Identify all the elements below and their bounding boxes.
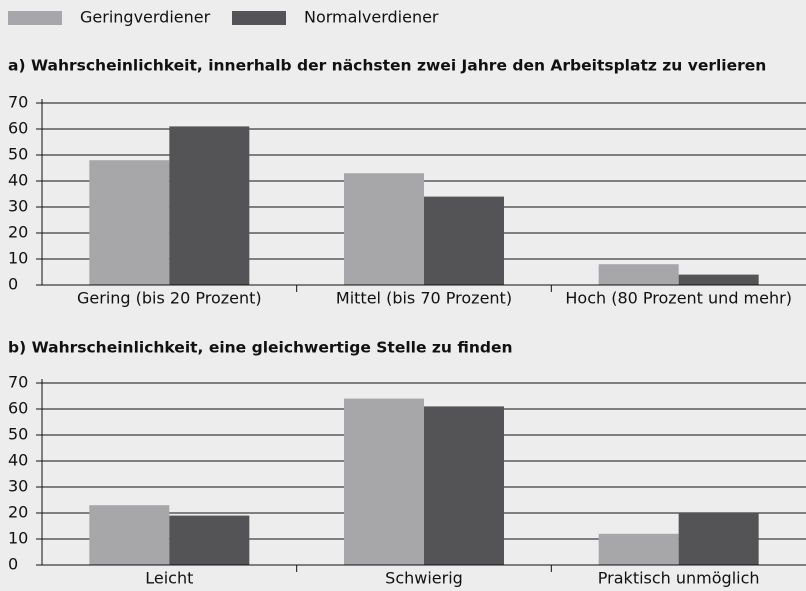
chart-title: b) Wahrscheinlichkeit, eine gleichwertig… (8, 339, 513, 357)
bar (678, 274, 759, 285)
y-tick-label: 10 (8, 249, 28, 268)
bar (424, 196, 504, 285)
y-tick-label: 40 (8, 171, 28, 190)
bar (169, 126, 250, 286)
legend-swatch (232, 11, 286, 25)
y-tick-label: 40 (8, 451, 28, 470)
y-tick-label: 60 (8, 399, 28, 418)
bar (598, 533, 679, 565)
x-tick-label: Mittel (bis 70 Prozent) (336, 289, 512, 308)
chart-title: a) Wahrscheinlichkeit, innerhalb der näc… (8, 57, 766, 75)
legend-label: Geringverdiener (80, 8, 211, 27)
x-tick-label: Leicht (145, 569, 193, 588)
bar (678, 513, 759, 565)
y-tick-label: 70 (8, 93, 28, 112)
y-tick-label: 30 (8, 477, 28, 496)
bar (344, 173, 424, 285)
legend-label: Normalverdiener (304, 8, 439, 27)
y-tick-label: 50 (8, 145, 28, 164)
y-tick-label: 30 (8, 197, 28, 216)
bar (344, 398, 424, 565)
y-tick-label: 10 (8, 529, 28, 548)
bar (89, 505, 170, 565)
bar (89, 160, 170, 285)
bar (169, 515, 250, 565)
y-tick-label: 20 (8, 503, 28, 522)
x-tick-label: Schwierig (385, 569, 463, 588)
legend-swatch (8, 11, 62, 25)
y-tick-label: 0 (8, 555, 18, 574)
y-tick-label: 0 (8, 275, 18, 294)
y-tick-label: 50 (8, 425, 28, 444)
y-tick-label: 70 (8, 373, 28, 392)
x-tick-label: Praktisch unmöglich (598, 569, 760, 588)
y-tick-label: 20 (8, 223, 28, 242)
x-tick-label: Gering (bis 20 Prozent) (77, 289, 262, 308)
x-tick-label: Hoch (80 Prozent und mehr) (565, 289, 792, 308)
bar (424, 406, 504, 565)
bar (598, 264, 679, 285)
y-tick-label: 60 (8, 119, 28, 138)
